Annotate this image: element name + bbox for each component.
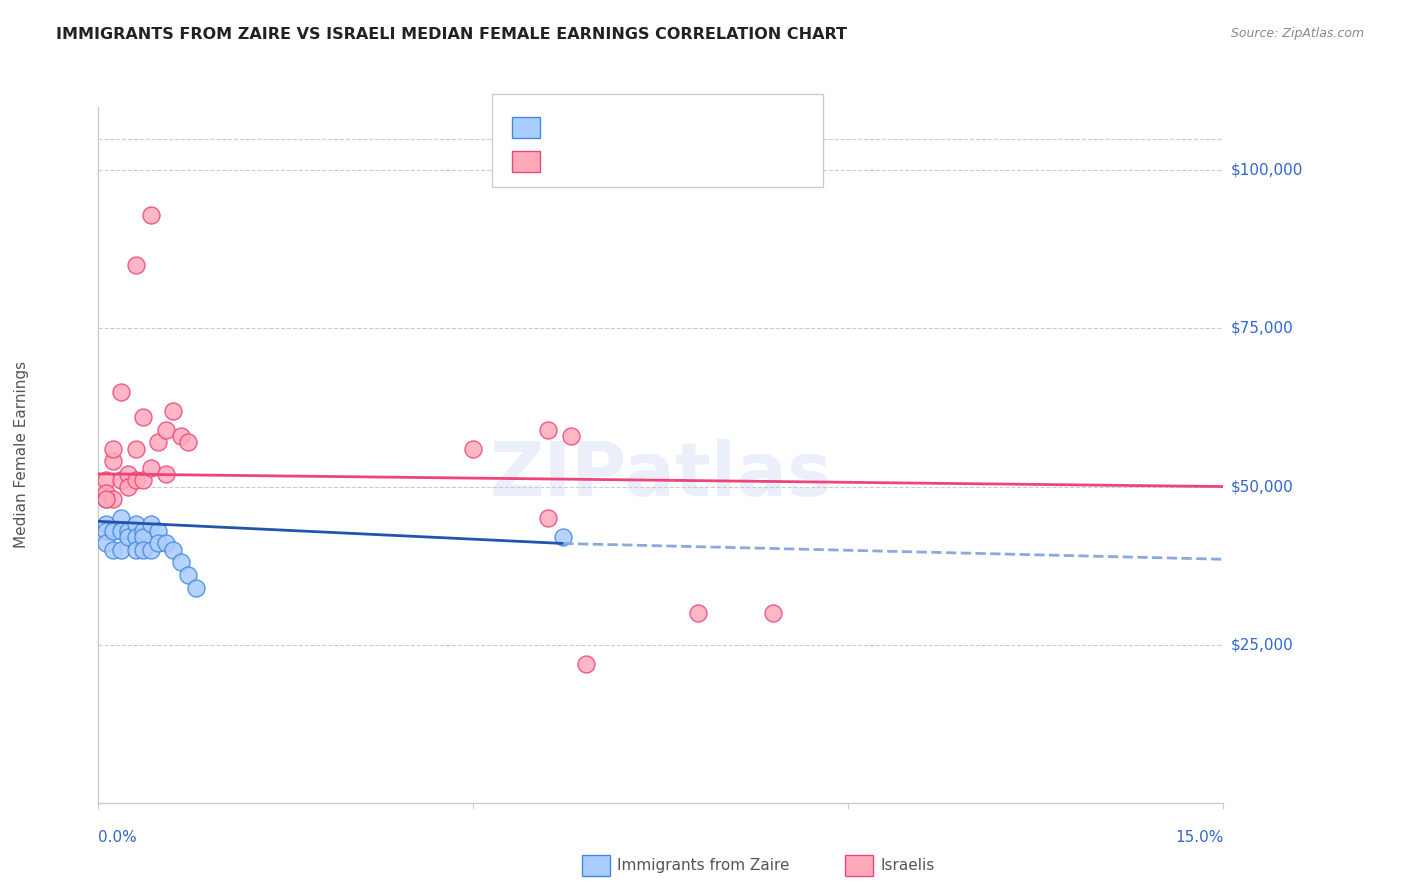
Text: R =: R = (546, 120, 579, 136)
Point (177, 568, 200, 582)
Point (110, 511, 132, 525)
Point (103, 454, 125, 468)
Point (110, 542, 132, 557)
Point (132, 524, 155, 538)
Point (94, 492, 117, 507)
Point (139, 517, 162, 532)
Text: N =: N = (651, 120, 685, 136)
Text: ZIPatlas: ZIPatlas (489, 439, 832, 512)
Point (139, 460, 162, 475)
Text: R =: R = (546, 154, 579, 169)
Point (148, 536, 170, 550)
Point (148, 435, 170, 450)
Text: IMMIGRANTS FROM ZAIRE VS ISRAELI MEDIAN FEMALE EARNINGS CORRELATION CHART: IMMIGRANTS FROM ZAIRE VS ISRAELI MEDIAN … (56, 27, 848, 42)
Point (132, 473, 155, 487)
Point (148, 524, 170, 538)
Text: -0.020: -0.020 (581, 154, 636, 169)
Point (94, 517, 117, 532)
Point (117, 479, 139, 493)
Point (162, 542, 184, 557)
Text: 0.0%: 0.0% (98, 830, 138, 845)
Point (125, 442, 148, 456)
Point (94, 486, 117, 500)
Point (762, 606, 785, 620)
Point (560, 429, 582, 443)
Point (117, 467, 139, 481)
Text: Israelis: Israelis (880, 858, 935, 872)
Point (170, 429, 193, 443)
Point (103, 542, 125, 557)
Point (125, 542, 148, 557)
Point (117, 524, 139, 538)
Point (575, 657, 598, 671)
Point (110, 524, 132, 538)
Text: -0.058: -0.058 (581, 120, 636, 136)
Text: 27: 27 (683, 120, 704, 136)
Point (177, 435, 200, 450)
Point (170, 556, 193, 570)
Text: 30: 30 (683, 154, 704, 169)
Point (132, 409, 155, 424)
Point (110, 384, 132, 399)
Text: $50,000: $50,000 (1230, 479, 1294, 494)
Text: 15.0%: 15.0% (1175, 830, 1223, 845)
Point (94, 473, 117, 487)
Point (103, 442, 125, 456)
Point (125, 473, 148, 487)
Point (103, 524, 125, 538)
Point (132, 542, 155, 557)
Point (155, 536, 177, 550)
Point (94, 536, 117, 550)
Text: Immigrants from Zaire: Immigrants from Zaire (617, 858, 790, 872)
Point (155, 467, 177, 481)
Point (139, 208, 162, 222)
Point (94, 524, 117, 538)
Point (463, 442, 485, 456)
Point (94, 492, 117, 507)
Point (117, 530, 139, 544)
Text: Source: ZipAtlas.com: Source: ZipAtlas.com (1230, 27, 1364, 40)
Point (537, 511, 560, 525)
Text: $25,000: $25,000 (1230, 637, 1294, 652)
Point (553, 530, 575, 544)
Point (103, 492, 125, 507)
Point (110, 473, 132, 487)
Text: $75,000: $75,000 (1230, 321, 1294, 336)
Point (155, 423, 177, 437)
Point (688, 606, 710, 620)
Point (125, 258, 148, 272)
Point (132, 530, 155, 544)
Text: $100,000: $100,000 (1230, 163, 1302, 178)
Point (125, 530, 148, 544)
Point (184, 581, 207, 595)
Text: Median Female Earnings: Median Female Earnings (14, 361, 28, 549)
Point (537, 423, 560, 437)
Point (139, 542, 162, 557)
Text: N =: N = (651, 154, 685, 169)
Point (162, 403, 184, 417)
Point (125, 517, 148, 532)
